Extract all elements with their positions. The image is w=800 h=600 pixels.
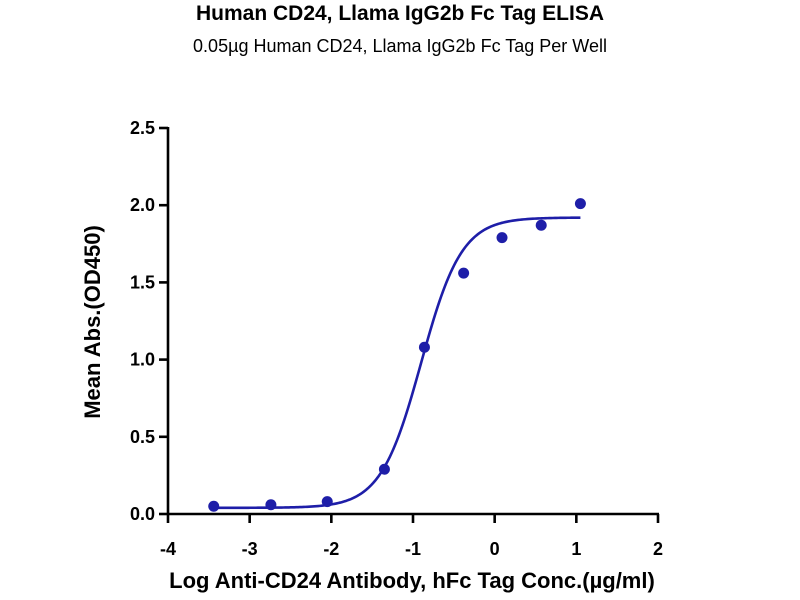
data-point [496,232,508,244]
x-tick-label: 0 [490,539,500,559]
y-tick-label: 1.5 [130,272,155,292]
y-tick-label: 2.0 [130,195,155,215]
x-tick-label: -4 [160,539,176,559]
y-tick-label: 1.0 [130,350,155,370]
x-tick-label: 1 [571,539,581,559]
y-tick-label: 0.5 [130,427,155,447]
data-point [208,500,220,512]
axes [166,127,659,516]
x-tick-label: 2 [653,539,663,559]
data-point [321,496,333,508]
chart-subtitle: 0.05µg Human CD24, Llama IgG2b Fc Tag Pe… [193,36,607,56]
data-point [535,219,547,231]
data-point [574,198,586,210]
data-point [418,341,430,353]
y-axis-label: Mean Abs.(OD450) [80,225,105,419]
fit-curve [213,216,581,510]
x-tick-label: -3 [242,539,258,559]
data-point [458,267,470,279]
x-tick-label: -2 [323,539,339,559]
y-tick-label: 0.0 [130,504,155,524]
data-point [378,463,390,475]
x-axis-label: Log Anti-CD24 Antibody, hFc Tag Conc.(µg… [169,568,655,593]
data-point [265,499,277,511]
x-axis-ticks: -4 -3 -2 -1 0 1 2 [160,514,663,559]
x-tick-label: -1 [405,539,421,559]
chart-title: Human CD24, Llama IgG2b Fc Tag ELISA [195,2,605,25]
data-points [208,198,586,512]
y-axis-ticks: 0.0 0.5 1.0 1.5 2.0 2.5 [130,118,168,524]
y-tick-label: 2.5 [130,118,155,138]
